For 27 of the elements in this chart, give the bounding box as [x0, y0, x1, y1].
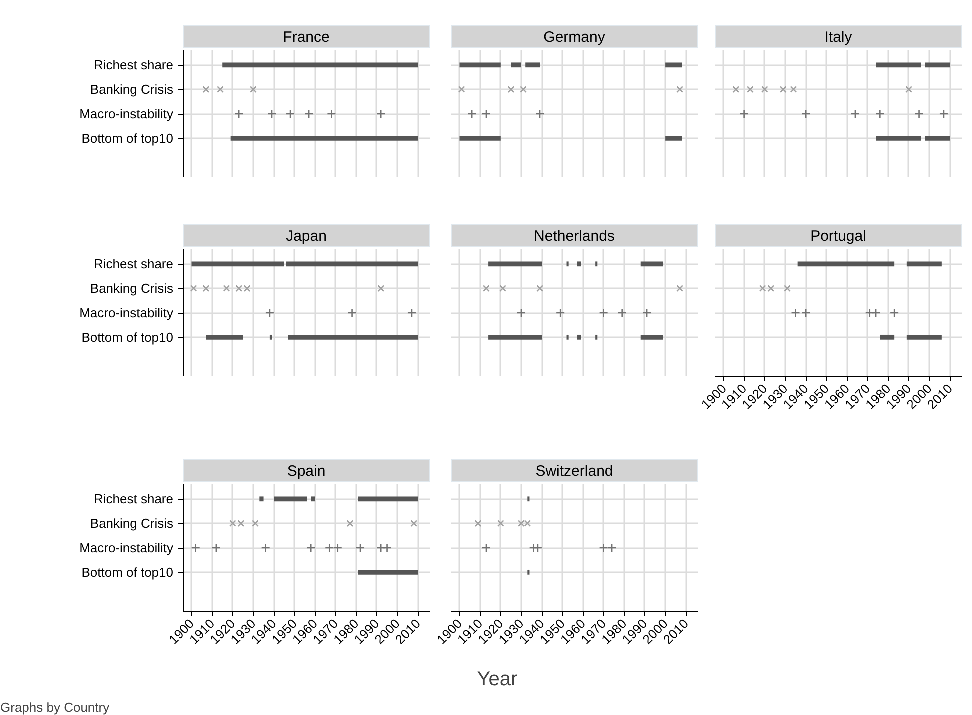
- chart-title: Switzerland: [536, 462, 614, 482]
- y-tick-label: Banking Crisis: [90, 516, 174, 532]
- chart-title: Spain: [287, 462, 326, 482]
- point: [801, 308, 811, 318]
- chart-title: France: [283, 28, 330, 48]
- y-tick-label: Richest share: [94, 58, 174, 73]
- y-tick-label: Bottom of top10: [82, 130, 174, 146]
- chart-title: Italy: [824, 28, 852, 48]
- chart-title: Portugal: [810, 227, 866, 247]
- y-tick-label: Macro-instability: [80, 306, 174, 320]
- chart-title: Germany: [544, 28, 606, 48]
- point: [871, 308, 881, 318]
- point: [865, 308, 875, 318]
- chart-title: Netherlands: [534, 227, 615, 247]
- y-tick-label: Macro-instability: [80, 540, 174, 556]
- y-tick-label: Bottom of top10: [82, 564, 174, 580]
- y-tick-label: Richest share: [94, 492, 174, 507]
- point: [791, 308, 800, 318]
- y-tick-label: Macro-instability: [80, 106, 174, 122]
- y-tick-label: Richest share: [94, 256, 174, 272]
- point: [890, 308, 900, 318]
- y-tick-label: Bottom of top10: [82, 330, 174, 345]
- y-tick-label: Banking Crisis: [90, 281, 174, 296]
- y-tick-label: Banking Crisis: [90, 82, 174, 98]
- text: Graphs by Country: [0, 700, 110, 715]
- chart-title: Japan: [286, 227, 327, 247]
- x-axis-title: Year: [477, 668, 518, 690]
